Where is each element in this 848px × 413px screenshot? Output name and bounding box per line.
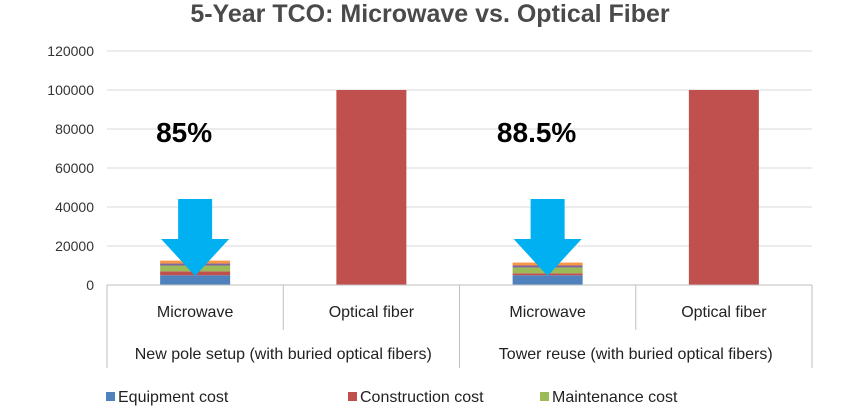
x-axis [106, 284, 813, 368]
legend-label: Construction cost [360, 389, 484, 406]
y-tick-label: 20000 [55, 238, 94, 254]
category-labels: Microwave Optical fiber Microwave Optical f… [157, 304, 767, 321]
chart-title: 5-Year TCO: Microwave vs. Optical Fiber [190, 0, 670, 28]
category-label: Optical fiber [329, 304, 415, 321]
down-arrow-icon [513, 199, 582, 276]
bar-segment [688, 90, 759, 285]
bar-segment [160, 275, 231, 285]
category-label: Optical fiber [681, 304, 767, 321]
legend-label: Equipment cost [118, 389, 229, 406]
group-labels: New pole setup (with buried optical fibe… [135, 346, 773, 363]
reduction-annotations: 85% 88.5% [156, 117, 576, 148]
legend-label: Maintenance cost [552, 389, 678, 406]
legend: Equipment cost Construction cost Maintenan… [106, 389, 678, 406]
legend-swatch [540, 392, 549, 401]
y-tick-label: 60000 [55, 160, 94, 176]
y-tick-label: 120000 [47, 43, 94, 59]
category-label: Microwave [157, 304, 234, 321]
legend-swatch [106, 392, 115, 401]
y-axis-ticks: 0 20000 40000 60000 80000 100000 120000 [47, 43, 94, 293]
down-arrow-icon [161, 199, 230, 276]
y-tick-label: 40000 [55, 199, 94, 215]
reduction-label: 88.5% [497, 117, 576, 148]
y-tick-label: 100000 [47, 82, 94, 98]
y-tick-label: 80000 [55, 121, 94, 137]
reduction-arrows [161, 199, 582, 276]
category-label: Microwave [509, 304, 586, 321]
bar-stacks [160, 90, 759, 285]
group-label: New pole setup (with buried optical fibe… [135, 346, 432, 363]
legend-swatch [348, 392, 357, 401]
group-label: Tower reuse (with buried optical fibers) [499, 346, 773, 363]
bar-segment [512, 275, 583, 285]
y-tick-label: 0 [86, 277, 94, 293]
reduction-label: 85% [156, 117, 212, 148]
bar-segment [336, 90, 407, 285]
